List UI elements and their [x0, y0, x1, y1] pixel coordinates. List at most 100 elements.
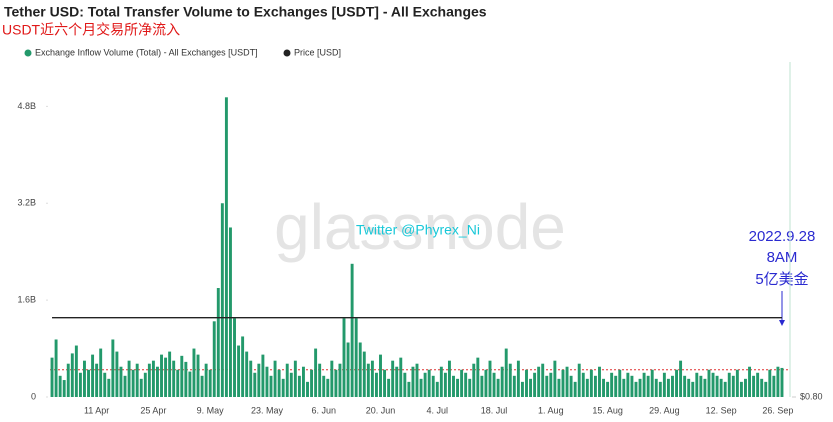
bar — [374, 372, 378, 397]
bar — [289, 372, 293, 397]
bar — [224, 97, 228, 398]
bar — [541, 363, 545, 397]
bar — [476, 357, 480, 397]
bar — [403, 372, 407, 397]
bar — [143, 372, 147, 397]
bar — [671, 375, 674, 397]
bar — [391, 360, 395, 397]
x-tick-label: 4. Jul — [427, 405, 449, 415]
bar — [614, 375, 618, 397]
bar — [362, 351, 366, 397]
bar — [533, 372, 537, 397]
chart-title: Tether USD: Total Transfer Volume to Exc… — [4, 4, 487, 20]
twitter-annotation: Twitter @Phyrex_Ni — [356, 222, 480, 238]
chart-subtitle: USDT近六个月交易所净流入 — [2, 22, 180, 38]
bar — [387, 378, 391, 397]
bar — [423, 372, 427, 397]
bar — [752, 375, 756, 397]
bar — [646, 375, 650, 397]
bar — [220, 203, 224, 397]
bar — [237, 345, 241, 397]
x-tick-label: 9. May — [197, 405, 225, 415]
bar — [87, 369, 90, 397]
bar — [456, 378, 460, 397]
bar — [529, 378, 533, 397]
bar — [354, 318, 358, 397]
bar — [99, 348, 103, 397]
bar — [318, 363, 322, 397]
bar — [638, 378, 642, 397]
bar — [192, 348, 196, 397]
bar — [399, 357, 403, 397]
bar — [581, 372, 585, 397]
bar — [739, 381, 743, 397]
y-tick-label: 0 — [31, 391, 36, 401]
bar — [180, 355, 184, 397]
bar — [261, 354, 265, 397]
bar — [504, 348, 508, 397]
bar — [687, 378, 691, 397]
bar — [228, 227, 232, 397]
bar — [70, 353, 74, 397]
x-tick-label: 29. Aug — [649, 405, 680, 415]
bar — [164, 357, 168, 397]
bar — [379, 354, 382, 397]
bar — [265, 366, 269, 397]
bar — [314, 348, 318, 397]
bar — [204, 363, 208, 397]
bar — [545, 375, 549, 397]
x-tick-label: 15. Aug — [592, 405, 623, 415]
bar — [557, 378, 561, 397]
bar — [516, 360, 520, 397]
bar — [658, 381, 662, 397]
x-tick-label: 25 Apr — [140, 405, 166, 415]
bar — [257, 363, 261, 397]
bar — [411, 366, 415, 397]
bar — [427, 369, 431, 397]
bar — [598, 366, 601, 397]
amount-annotation: 5亿美金 — [755, 271, 808, 288]
bar — [346, 342, 350, 397]
bar — [119, 366, 123, 397]
bar — [675, 369, 678, 397]
bar — [602, 378, 606, 397]
bar — [679, 360, 683, 397]
bar — [744, 378, 747, 397]
y-tick-label: 1.6B — [17, 295, 36, 305]
bar — [695, 372, 699, 397]
bar — [383, 369, 387, 397]
bar — [760, 378, 764, 397]
bar — [585, 378, 589, 397]
bar — [735, 369, 739, 397]
bar — [184, 361, 188, 397]
bar — [606, 381, 610, 397]
bar — [472, 363, 476, 397]
bar — [50, 357, 54, 397]
bar — [212, 321, 216, 397]
bar — [707, 369, 711, 397]
bar — [415, 363, 419, 397]
bar — [370, 360, 374, 397]
bar — [297, 375, 301, 397]
bar — [208, 369, 212, 397]
bar — [123, 375, 127, 397]
bar — [439, 366, 443, 397]
bar — [748, 366, 751, 397]
bar — [593, 375, 597, 397]
bar — [553, 360, 557, 397]
bar — [156, 366, 159, 397]
bar — [54, 339, 58, 397]
bar — [537, 366, 541, 397]
bar — [488, 360, 492, 397]
bar — [727, 372, 731, 397]
bar — [691, 381, 695, 397]
x-tick-label: 6. Jun — [311, 405, 336, 415]
bar — [277, 369, 281, 397]
bar — [301, 366, 305, 397]
bar — [508, 363, 512, 397]
bar — [772, 375, 776, 397]
bar — [776, 366, 780, 397]
time-annotation: 8AM — [767, 249, 798, 266]
